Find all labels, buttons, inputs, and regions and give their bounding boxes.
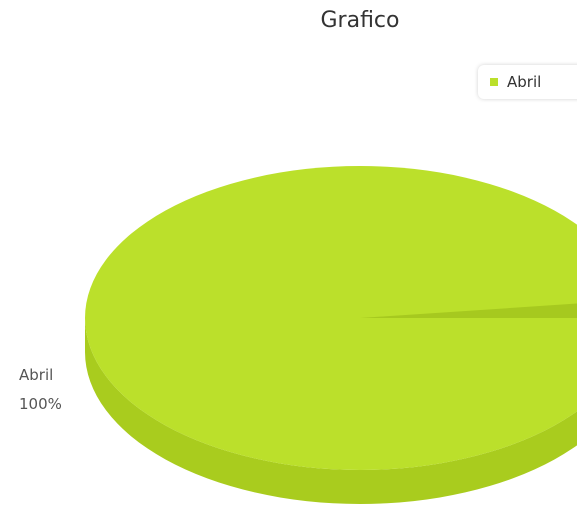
legend[interactable]: Abril bbox=[478, 65, 577, 99]
pie-slice-seam bbox=[360, 303, 577, 318]
chart-title: Grafico bbox=[320, 8, 400, 33]
legend-label: Abril bbox=[507, 73, 542, 91]
legend-swatch bbox=[490, 78, 498, 86]
pie-slice-side bbox=[85, 318, 577, 504]
pie-slice-top bbox=[85, 166, 577, 470]
data-label-percent: 100% bbox=[19, 395, 62, 413]
pie-slices bbox=[85, 166, 577, 504]
data-label-name: Abril bbox=[19, 366, 53, 384]
pie-slice-abril[interactable] bbox=[85, 166, 577, 504]
